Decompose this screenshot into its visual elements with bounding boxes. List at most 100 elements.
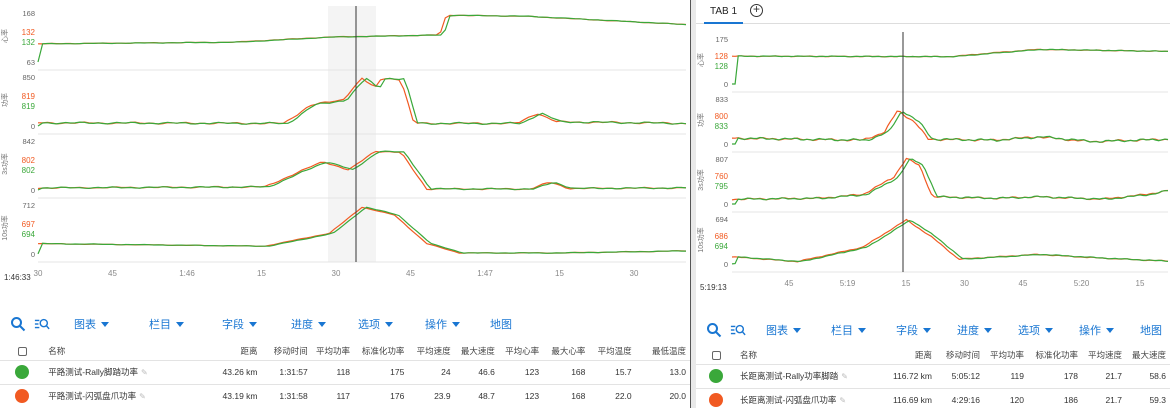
edit-icon[interactable]: ✎ xyxy=(841,372,848,381)
select-all-checkbox[interactable] xyxy=(711,350,721,360)
cursor-time: 1:46:33 xyxy=(4,273,31,282)
cell: 175 xyxy=(354,359,409,384)
zoom-list-icon[interactable] xyxy=(34,316,50,332)
column-header[interactable]: 最大速度 xyxy=(1131,349,1166,360)
cell: 117 xyxy=(311,383,355,408)
cell: 21.7 xyxy=(1082,363,1126,388)
table-row[interactable]: 长距离测试-Rally功率脚踏 ✎ 116.72 km 5:05:12 119 1… xyxy=(696,363,1170,388)
x-tick-label: 1:47 xyxy=(477,269,493,278)
column-header[interactable]: 平均心率 xyxy=(505,345,540,356)
axis-min-label: 63 xyxy=(27,58,35,67)
menu-chart[interactable]: 图表 xyxy=(766,322,801,338)
table-header-row: 名称 距离 移动时间 平均功率 标准化功率 平均速度 最大速度 xyxy=(696,346,1170,364)
menu-fields[interactable]: 字段 xyxy=(896,322,931,338)
series-color-dot[interactable] xyxy=(15,365,30,379)
chevron-down-icon xyxy=(176,321,184,327)
zoom-list-icon[interactable] xyxy=(730,322,746,338)
column-header[interactable]: 平均功率 xyxy=(316,345,351,356)
menu-progress[interactable]: 进度 xyxy=(957,322,992,338)
column-header[interactable]: 移动时间 xyxy=(945,349,980,360)
green-trace xyxy=(37,150,687,191)
panel-label: 10s功率 xyxy=(696,227,705,252)
cell: 43.19 km xyxy=(207,383,262,408)
activity-name[interactable]: 平路测试-Rally脚踏功率 xyxy=(48,367,138,377)
cell: 118 xyxy=(311,359,355,384)
series-color-dot[interactable] xyxy=(15,389,30,404)
table-row[interactable]: 平路测试-闪弧盘爪功率 ✎ 43.19 km 1:31:58 117 176 23… xyxy=(0,383,690,408)
panel-label: 心率 xyxy=(696,53,705,67)
column-header[interactable]: 最大心率 xyxy=(551,345,586,356)
axis-min-label: 0 xyxy=(724,200,728,209)
series-color-dot[interactable] xyxy=(709,393,723,408)
menu-actions[interactable]: 操作 xyxy=(1079,322,1114,338)
pane-splitter[interactable] xyxy=(690,0,696,408)
cell: 24 xyxy=(408,359,455,384)
search-icon[interactable] xyxy=(10,316,26,332)
cell: 1:31:57 xyxy=(261,359,312,384)
cell: 119 xyxy=(984,363,1028,388)
orange-trace xyxy=(731,218,1169,263)
edit-icon[interactable]: ✎ xyxy=(839,396,847,406)
menu-options[interactable]: 选项 xyxy=(1018,322,1053,338)
menu-columns[interactable]: 栏目 xyxy=(831,322,866,338)
axis-max-label: 842 xyxy=(22,137,35,146)
search-icon[interactable] xyxy=(706,322,722,338)
menu-map[interactable]: 地图 xyxy=(490,319,512,331)
menu-options[interactable]: 选项 xyxy=(358,316,393,332)
cell: 178 xyxy=(1028,363,1082,388)
axis-min-label: 0 xyxy=(724,140,728,149)
green-value: 694 xyxy=(715,242,729,251)
edit-icon[interactable]: ✎ xyxy=(139,392,146,402)
table-row[interactable]: 长距离测试-闪弧盘爪功率 ✎ 116.69 km 4:29:16 120 186 … xyxy=(696,387,1170,408)
column-header[interactable]: 平均速度 xyxy=(1087,349,1122,360)
table-row[interactable]: 平路测试-Rally脚踏功率 ✎ 43.26 km 1:31:57 118 175… xyxy=(0,359,690,384)
activity-name[interactable]: 平路测试-闪弧盘爪功率 xyxy=(48,391,137,402)
axis-max-label: 175 xyxy=(715,35,728,44)
cell: 5:05:12 xyxy=(936,363,984,388)
menu-fields[interactable]: 字段 xyxy=(222,316,257,332)
column-header[interactable]: 平均速度 xyxy=(416,345,451,356)
column-header[interactable]: 平均温度 xyxy=(597,345,632,356)
column-header[interactable]: 最低温度 xyxy=(651,345,686,356)
cell: 20.0 xyxy=(635,383,690,408)
activity-name[interactable]: 长距离测试-闪弧盘爪功率 xyxy=(740,395,837,406)
orange-trace xyxy=(731,110,1169,143)
column-header[interactable]: 名称 xyxy=(740,349,758,360)
right-chart-area[interactable]: 1750128128心率8330800833功率80707607953s功率69… xyxy=(696,24,1170,294)
menu-chart[interactable]: 图表 xyxy=(74,316,109,332)
column-header[interactable]: 名称 xyxy=(48,345,66,356)
cell: 13.0 xyxy=(635,359,690,384)
cell: 58.6 xyxy=(1126,363,1170,388)
orange-value: 760 xyxy=(715,172,729,181)
orange-value: 697 xyxy=(22,220,36,229)
cell: 15.7 xyxy=(589,359,636,384)
column-header[interactable]: 距离 xyxy=(240,345,258,356)
x-tick-label: 15 xyxy=(1136,279,1145,288)
green-value: 128 xyxy=(715,62,729,71)
orange-trace xyxy=(731,157,1169,201)
column-header[interactable]: 标准化功率 xyxy=(361,345,405,356)
x-tick-label: 45 xyxy=(108,269,117,278)
column-header[interactable]: 移动时间 xyxy=(273,345,308,356)
x-tick-label: 15 xyxy=(257,269,266,278)
menu-progress[interactable]: 进度 xyxy=(291,316,326,332)
axis-max-label: 712 xyxy=(22,201,35,210)
activity-name[interactable]: 长距离测试-Rally功率脚踏 xyxy=(740,371,839,381)
x-tick-label: 15 xyxy=(555,269,564,278)
menu-actions[interactable]: 操作 xyxy=(425,316,460,332)
axis-max-label: 168 xyxy=(22,9,35,18)
column-header[interactable]: 标准化功率 xyxy=(1035,349,1078,360)
column-header[interactable]: 最大速度 xyxy=(460,345,495,356)
select-all-checkbox[interactable] xyxy=(17,346,27,356)
menu-columns[interactable]: 栏目 xyxy=(149,316,184,332)
panel-label: 3s功率 xyxy=(696,169,705,190)
menu-map[interactable]: 地图 xyxy=(1140,325,1162,337)
add-tab-icon[interactable]: + xyxy=(750,3,763,17)
edit-icon[interactable]: ✎ xyxy=(140,368,148,377)
column-header[interactable]: 距离 xyxy=(914,349,932,360)
series-color-dot[interactable] xyxy=(709,369,723,383)
column-header[interactable]: 平均功率 xyxy=(989,349,1024,360)
tab-1[interactable]: TAB 1 xyxy=(704,0,744,24)
orange-value: 800 xyxy=(715,112,729,121)
